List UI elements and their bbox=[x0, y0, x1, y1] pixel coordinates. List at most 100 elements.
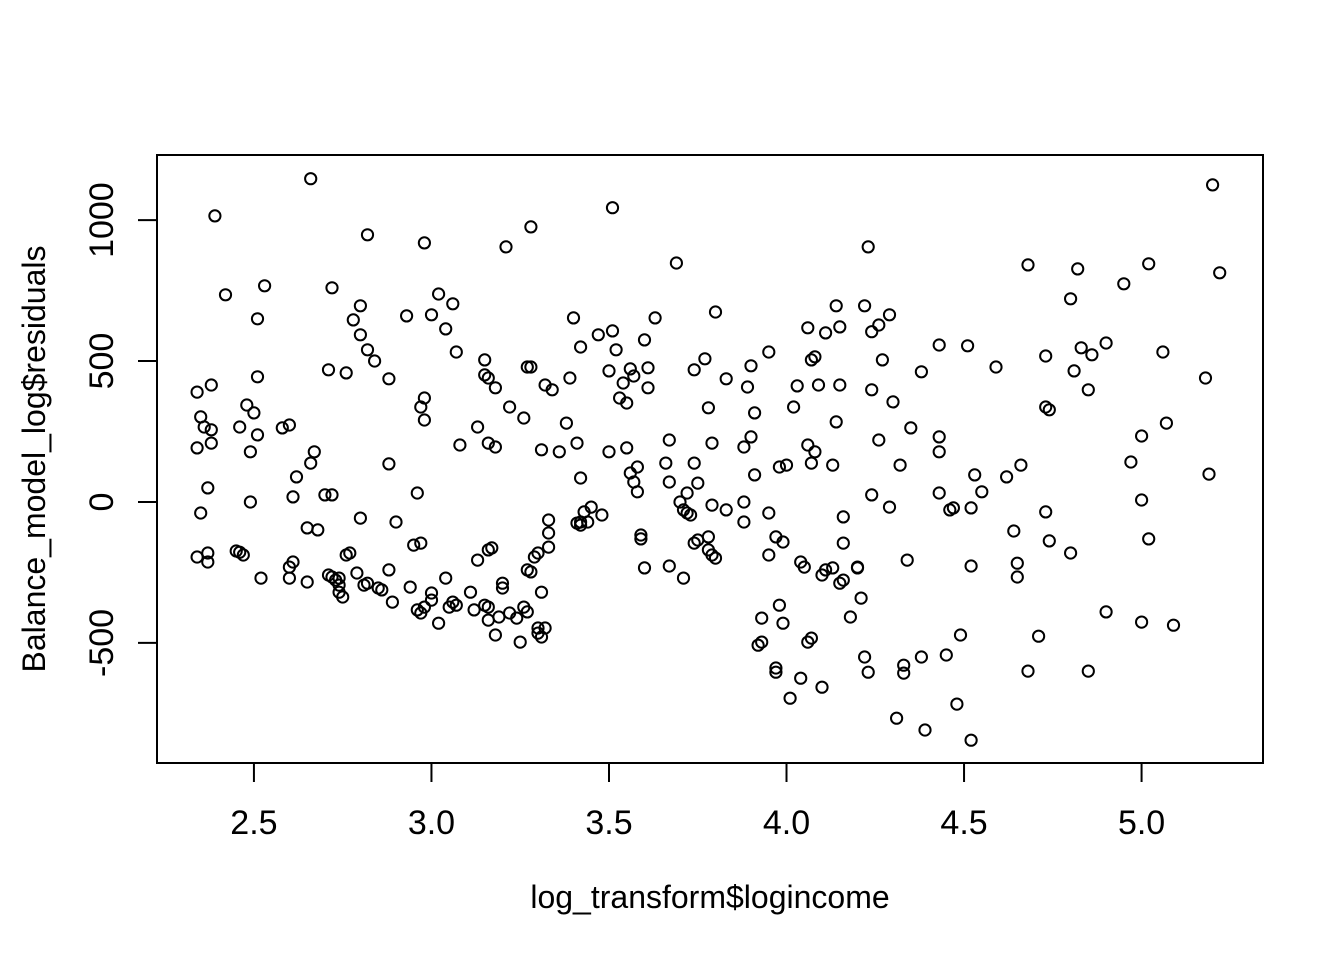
data-point bbox=[339, 366, 353, 380]
data-point bbox=[471, 553, 485, 567]
data-point bbox=[858, 299, 872, 313]
data-point bbox=[897, 658, 911, 672]
data-point bbox=[1039, 505, 1053, 519]
data-point bbox=[769, 665, 783, 679]
data-point bbox=[449, 598, 463, 612]
data-point bbox=[609, 343, 623, 357]
x-axis-title: log_transform$logincome bbox=[530, 879, 889, 915]
data-point bbox=[325, 488, 339, 502]
data-point bbox=[495, 581, 510, 595]
data-point bbox=[804, 631, 819, 645]
data-point bbox=[953, 628, 968, 642]
data-point bbox=[634, 528, 648, 542]
data-point bbox=[865, 383, 879, 397]
data-point bbox=[669, 256, 684, 270]
data-point bbox=[524, 220, 538, 234]
data-point bbox=[826, 561, 840, 575]
data-point bbox=[559, 416, 574, 430]
data-point bbox=[801, 635, 815, 649]
data-point bbox=[552, 445, 566, 459]
data-point bbox=[190, 441, 204, 455]
data-point bbox=[1039, 349, 1053, 363]
data-point bbox=[719, 503, 733, 517]
data-point bbox=[300, 575, 314, 589]
data-point bbox=[1064, 292, 1078, 306]
data-point bbox=[1021, 664, 1035, 678]
data-point bbox=[432, 616, 446, 630]
data-point bbox=[914, 365, 929, 379]
data-point bbox=[368, 354, 382, 368]
x-tick-label: 2.5 bbox=[230, 804, 277, 842]
y-axis-ticks: -500 0 500 1000 bbox=[83, 182, 157, 677]
data-point bbox=[961, 339, 975, 353]
data-point bbox=[467, 603, 481, 617]
data-point bbox=[353, 511, 367, 525]
data-point bbox=[463, 585, 478, 599]
data-point bbox=[414, 536, 428, 550]
data-point bbox=[1166, 618, 1181, 632]
data-point bbox=[872, 433, 886, 447]
data-point bbox=[900, 553, 914, 567]
data-point bbox=[701, 401, 716, 415]
data-point bbox=[286, 555, 300, 569]
data-point bbox=[829, 415, 843, 429]
data-point bbox=[975, 485, 989, 499]
x-tick-label: 4.0 bbox=[763, 804, 810, 842]
data-point bbox=[932, 486, 946, 500]
data-point bbox=[1071, 262, 1085, 276]
data-point bbox=[755, 635, 769, 649]
data-point bbox=[385, 595, 399, 609]
data-point bbox=[190, 385, 204, 399]
data-point bbox=[779, 458, 794, 472]
data-point bbox=[1159, 416, 1174, 430]
data-point bbox=[808, 350, 822, 364]
data-point bbox=[250, 312, 265, 326]
data-point bbox=[893, 458, 907, 472]
data-point bbox=[542, 526, 556, 540]
data-point bbox=[861, 665, 875, 679]
data-point bbox=[258, 279, 272, 293]
y-tick-label: 500 bbox=[83, 333, 121, 390]
data-point bbox=[1142, 257, 1156, 271]
data-point bbox=[751, 638, 765, 652]
data-point bbox=[964, 559, 978, 573]
data-point bbox=[1014, 458, 1028, 472]
data-point bbox=[545, 383, 559, 397]
data-point bbox=[534, 443, 549, 457]
data-point bbox=[424, 586, 439, 600]
data-point bbox=[208, 209, 222, 223]
data-point bbox=[531, 546, 545, 560]
data-point bbox=[1032, 629, 1046, 643]
data-point bbox=[797, 560, 811, 574]
x-tick-label: 5.0 bbox=[1118, 804, 1165, 842]
data-point bbox=[240, 398, 254, 412]
data-point bbox=[488, 440, 502, 454]
data-point bbox=[708, 551, 723, 565]
data-point bbox=[801, 321, 815, 335]
data-point bbox=[481, 600, 495, 614]
data-point bbox=[534, 585, 549, 599]
data-point bbox=[829, 299, 843, 313]
data-point bbox=[748, 406, 762, 420]
data-point bbox=[304, 172, 318, 186]
data-point bbox=[634, 532, 648, 546]
data-point bbox=[1135, 429, 1149, 443]
data-point bbox=[595, 508, 609, 522]
data-point bbox=[616, 376, 630, 390]
data-point bbox=[524, 360, 538, 374]
data-point bbox=[687, 363, 701, 377]
data-point bbox=[737, 440, 751, 454]
data-point bbox=[325, 281, 339, 295]
data-point bbox=[488, 381, 502, 395]
data-point bbox=[833, 378, 847, 392]
data-point bbox=[815, 680, 829, 694]
data-point bbox=[833, 320, 847, 334]
data-point bbox=[605, 324, 620, 338]
data-point bbox=[542, 513, 556, 527]
data-point bbox=[1124, 455, 1138, 469]
data-point bbox=[488, 628, 502, 642]
data-point bbox=[570, 436, 584, 450]
x-tick-label: 3.5 bbox=[585, 804, 632, 842]
